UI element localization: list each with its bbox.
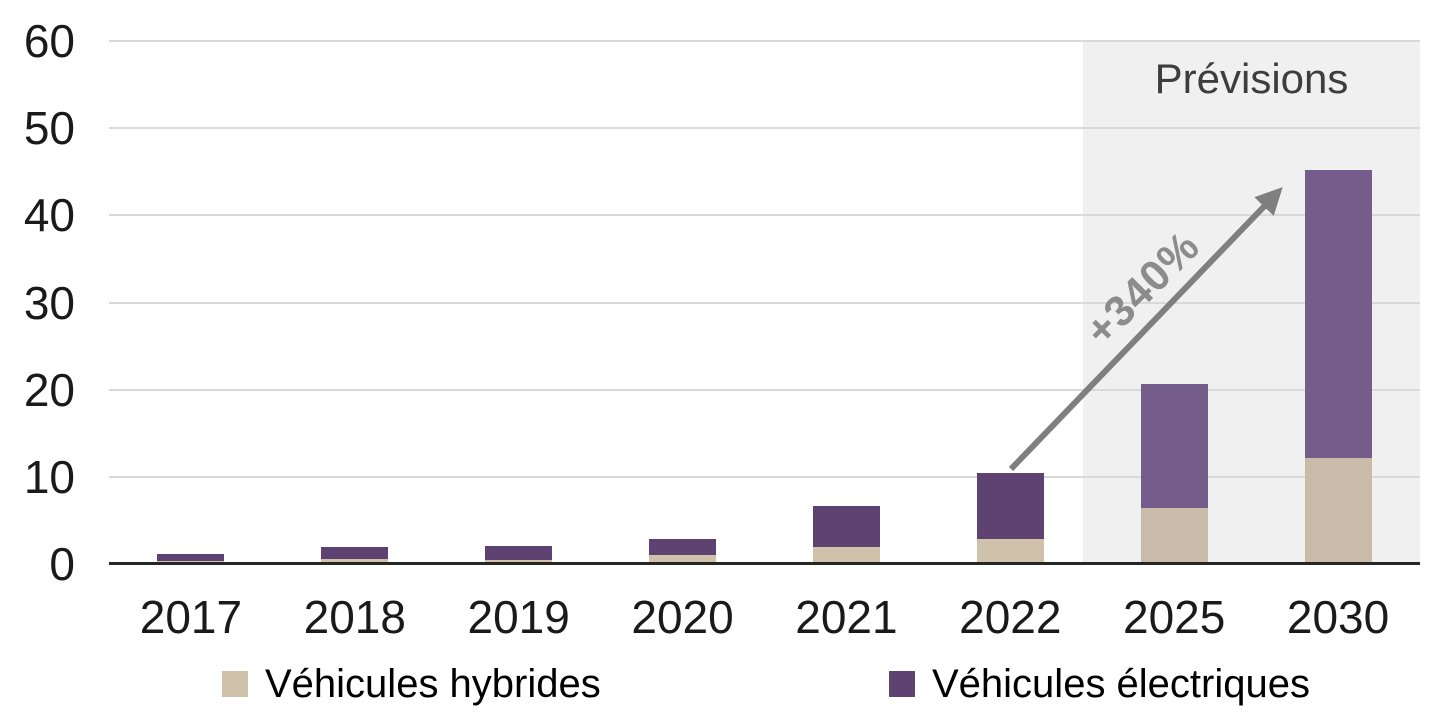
gridline-30: [109, 301, 1420, 304]
bar-segment-electriques-2021: [812, 505, 880, 547]
bar-segment-hybrides-2025: [1140, 508, 1208, 564]
gridline-10: [109, 475, 1420, 478]
x-axis-tick-label: 2018: [303, 591, 406, 643]
x-axis-line: [109, 562, 1420, 565]
legend-item-electriques: Véhicules électriques: [889, 664, 1310, 704]
bar-segment-hybrides-2019: [485, 559, 553, 564]
y-axis-tick-label: 30: [23, 276, 75, 329]
bar-segment-electriques-2030: [1304, 170, 1372, 458]
forecast-region-label: Prévisions: [1154, 55, 1349, 102]
gridline-60: [109, 40, 1420, 42]
bar-segment-hybrides-2018: [321, 558, 389, 564]
y-axis-tick-label: 50: [23, 102, 75, 155]
legend-item-hybrides: Véhicules hybrides: [222, 664, 601, 704]
x-axis-tick-label: 2019: [467, 591, 570, 643]
x-axis-tick-label: 2030: [1286, 591, 1390, 643]
y-axis-tick-label: 0: [49, 538, 75, 590]
bar-segment-electriques-2018: [321, 547, 389, 559]
x-axis-tick-label: 2025: [1123, 591, 1226, 643]
bar-segment-electriques-2020: [649, 538, 717, 556]
y-axis-tick-label: 60: [23, 15, 75, 67]
gridline-50: [109, 127, 1420, 130]
bar-segment-hybrides-2030: [1304, 457, 1372, 564]
gridline-40: [109, 214, 1420, 217]
legend-swatch-electriques: [889, 671, 915, 697]
y-axis-tick-label: 20: [23, 363, 75, 416]
legend-swatch-hybrides: [222, 671, 248, 697]
legend-label-hybrides: Véhicules hybrides: [265, 662, 601, 706]
bar-segment-hybrides-2020: [649, 555, 717, 564]
bar-segment-electriques-2025: [1140, 383, 1208, 509]
y-axis-tick-label: 40: [23, 189, 75, 242]
x-axis-tick-label: 2022: [959, 591, 1062, 643]
chart-legend: Véhicules hybrides Véhicules électriques: [0, 664, 1440, 704]
x-axis-tick-label: 2021: [795, 591, 898, 643]
bar-segment-electriques-2017: [157, 554, 225, 562]
y-axis-tick-label: 10: [23, 450, 75, 503]
bar-segment-hybrides-2022: [976, 538, 1044, 564]
bar-segment-electriques-2022: [976, 473, 1044, 539]
legend-label-electriques: Véhicules électriques: [932, 662, 1310, 706]
bar-segment-electriques-2019: [485, 545, 553, 560]
x-axis-tick-label: 2020: [631, 591, 734, 643]
x-axis-tick-label: 2017: [139, 591, 243, 643]
gridline-20: [109, 388, 1420, 391]
bar-segment-hybrides-2021: [812, 546, 880, 564]
